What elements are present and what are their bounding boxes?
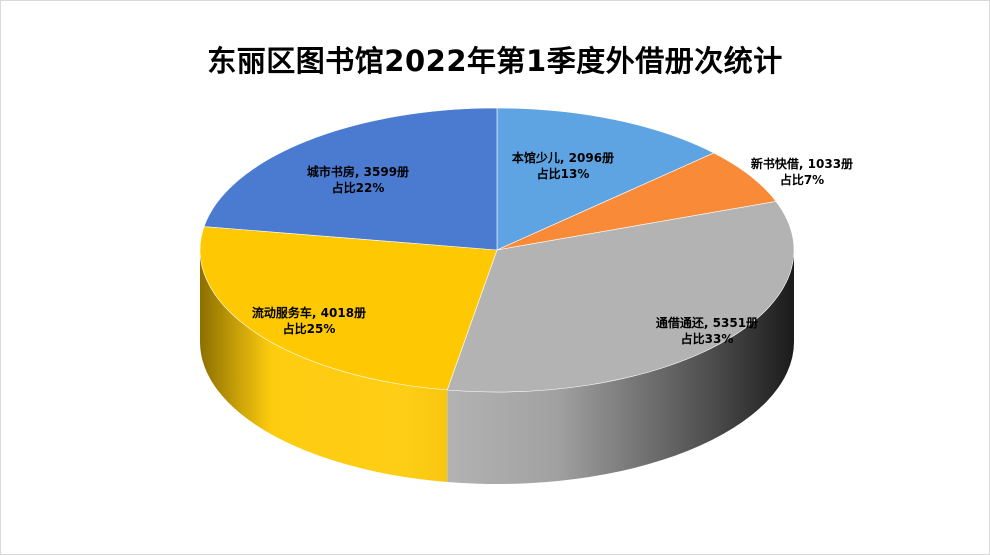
- pie-slice-5[interactable]: [203, 107, 498, 251]
- data-label-5: 城市书房, 3599册占比22%: [307, 164, 409, 195]
- data-label-3: 通借通还, 5351册占比33%: [656, 315, 758, 346]
- pie-slice-4[interactable]: [199, 226, 498, 391]
- pie-slice-1[interactable]: [496, 107, 715, 251]
- data-label-4: 流动服务车, 4018册占比25%: [252, 305, 366, 336]
- pie-sides: [200, 250, 794, 484]
- pie-side-4: [200, 250, 448, 482]
- data-label-1: 本馆少儿, 2096册占比13%: [512, 150, 614, 181]
- pie-slice-2[interactable]: [496, 152, 777, 251]
- pie-side-3: [447, 250, 794, 484]
- data-label-2: 新书快借, 1033册占比7%: [751, 156, 853, 187]
- pie-labels: 本馆少儿, 2096册占比13% 新书快借, 1033册占比7% 通借通还, 535…: [252, 150, 853, 346]
- pie-slice-3[interactable]: [446, 201, 795, 393]
- pie-tops: [199, 107, 795, 393]
- chart-title: 东丽区图书馆2022年第1季度外借册次统计: [207, 44, 783, 78]
